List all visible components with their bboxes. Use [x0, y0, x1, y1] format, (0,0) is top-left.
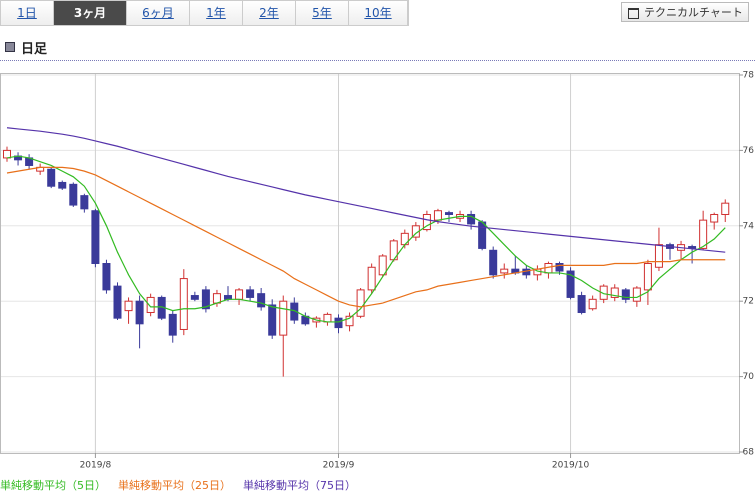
y-tick-label: 72 [743, 297, 754, 307]
candle-body [146, 296, 155, 314]
candle-body [47, 168, 56, 187]
period-tabs: 1日 3ヶ月 6ヶ月 1年 2年 5年 10年 [0, 0, 409, 26]
period-tab[interactable]: 10年 [349, 1, 408, 25]
legend: 単純移動平均（5日） 単純移動平均（25日） 単純移動平均（75日） [0, 477, 356, 493]
candle-body [3, 149, 11, 159]
candle-body [710, 213, 719, 223]
period-tab[interactable]: 2年 [243, 1, 296, 25]
candle-body [367, 266, 376, 291]
candle-body [58, 181, 67, 189]
section-heading: 日足 [5, 38, 47, 57]
candle-body [489, 249, 498, 276]
candle-body [179, 278, 188, 330]
divider [0, 60, 755, 61]
candle-body [555, 263, 564, 272]
candle-body [235, 289, 244, 300]
candle-body [467, 213, 476, 225]
y-tick-label: 76 [743, 146, 755, 156]
candle-body [632, 287, 641, 302]
candle-body [91, 210, 100, 264]
legend-entry: 単純移動平均（25日） [118, 479, 231, 492]
y-tick-label: 70 [743, 372, 755, 382]
candle-body [290, 302, 299, 321]
moving-average-line [6, 166, 726, 308]
candle-body [168, 313, 177, 336]
candle-body [610, 287, 619, 298]
x-tick-label: 2019/8 [80, 461, 112, 471]
candle-body [577, 295, 586, 314]
candle-body [433, 210, 442, 221]
moving-average-line [6, 127, 726, 253]
candle-body [102, 263, 111, 291]
candle-body [124, 300, 133, 312]
candle-body [268, 304, 277, 336]
x-tick-label: 2019/9 [323, 461, 355, 471]
y-tick-label: 78 [743, 71, 755, 81]
candle-body [621, 289, 630, 300]
period-tab[interactable]: 3ヶ月 [54, 1, 127, 25]
candle-body [323, 313, 332, 323]
candle-body [566, 270, 575, 298]
candle-body [721, 202, 730, 215]
period-tab[interactable]: 5年 [296, 1, 349, 25]
candle-body [478, 221, 487, 249]
period-tab[interactable]: 6ヶ月 [127, 1, 190, 25]
y-tick-label: 74 [743, 221, 755, 231]
candle-body [135, 300, 144, 325]
candle-body [588, 298, 597, 310]
period-tab[interactable]: 1年 [190, 1, 243, 25]
candle-body [654, 244, 663, 268]
chart: 68 70 72 74 76 78 2019/8 2019/9 2019/10 [0, 71, 755, 471]
candle-body [445, 212, 453, 215]
candle-body [500, 268, 509, 274]
candle-body [279, 300, 288, 336]
candle-body [378, 255, 387, 276]
candle-body [422, 213, 431, 231]
candle-body [345, 315, 354, 327]
candle-body [257, 293, 266, 308]
candle-body [334, 317, 343, 329]
technical-chart-button[interactable]: テクニカルチャート [621, 2, 749, 22]
moving-average-line [6, 155, 726, 323]
candle-body [80, 195, 89, 210]
candle-body [599, 285, 608, 300]
period-tab[interactable]: 1日 [1, 1, 54, 25]
candle-body [356, 289, 365, 317]
candle-body [190, 295, 199, 300]
x-tick-label: 2019/10 [552, 461, 590, 471]
candle-body [201, 289, 210, 310]
candle-body [643, 263, 652, 291]
legend-entry: 単純移動平均（5日） [0, 479, 106, 492]
candle-body [699, 219, 708, 249]
candle-body [113, 285, 122, 319]
y-tick-label: 68 [743, 448, 755, 458]
legend-entry: 単純移動平均（75日） [243, 479, 356, 492]
candle-body [69, 183, 78, 206]
candle-body [246, 289, 255, 298]
